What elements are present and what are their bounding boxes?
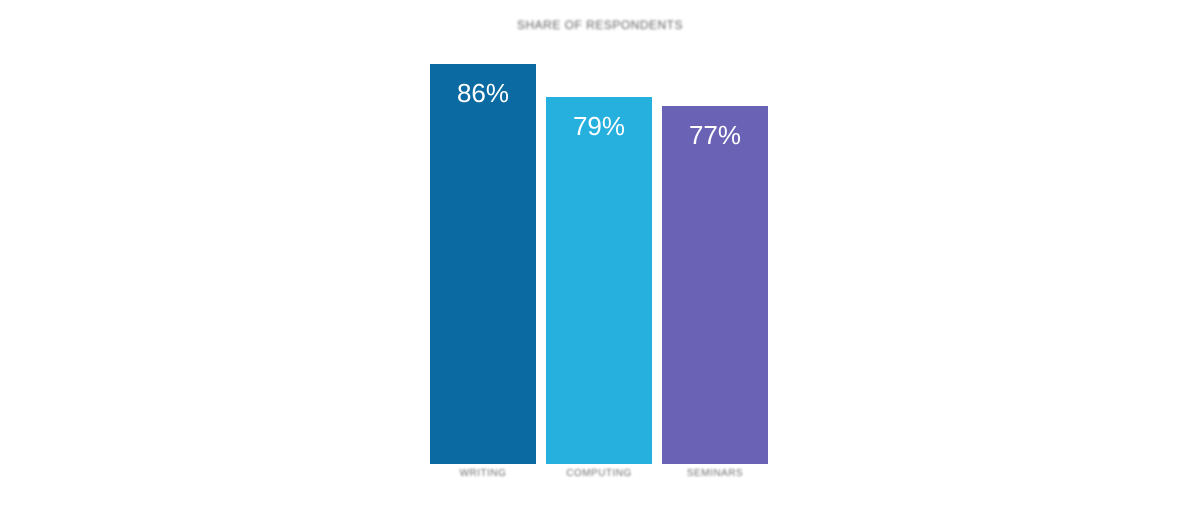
bar-value-3: 77% (662, 120, 768, 151)
bar-group-1: 86% (430, 64, 536, 464)
chart-title: SHARE OF RESPONDENTS (420, 18, 780, 32)
bar-group-3: 77% (662, 106, 768, 464)
category-label-3: SEMINARS (662, 468, 768, 479)
bars-area: 86% WRITING 79% COMPUTING 77% SEMINARS (420, 64, 780, 464)
bar-3: 77% (662, 106, 768, 464)
bar-2: 79% (546, 97, 652, 464)
bar-group-2: 79% (546, 97, 652, 464)
bar-value-2: 79% (546, 111, 652, 142)
bar-value-1: 86% (430, 78, 536, 109)
bar-1: 86% (430, 64, 536, 464)
category-label-1: WRITING (430, 468, 536, 479)
bar-chart: SHARE OF RESPONDENTS 86% WRITING 79% COM… (420, 64, 780, 494)
category-label-2: COMPUTING (546, 468, 652, 479)
